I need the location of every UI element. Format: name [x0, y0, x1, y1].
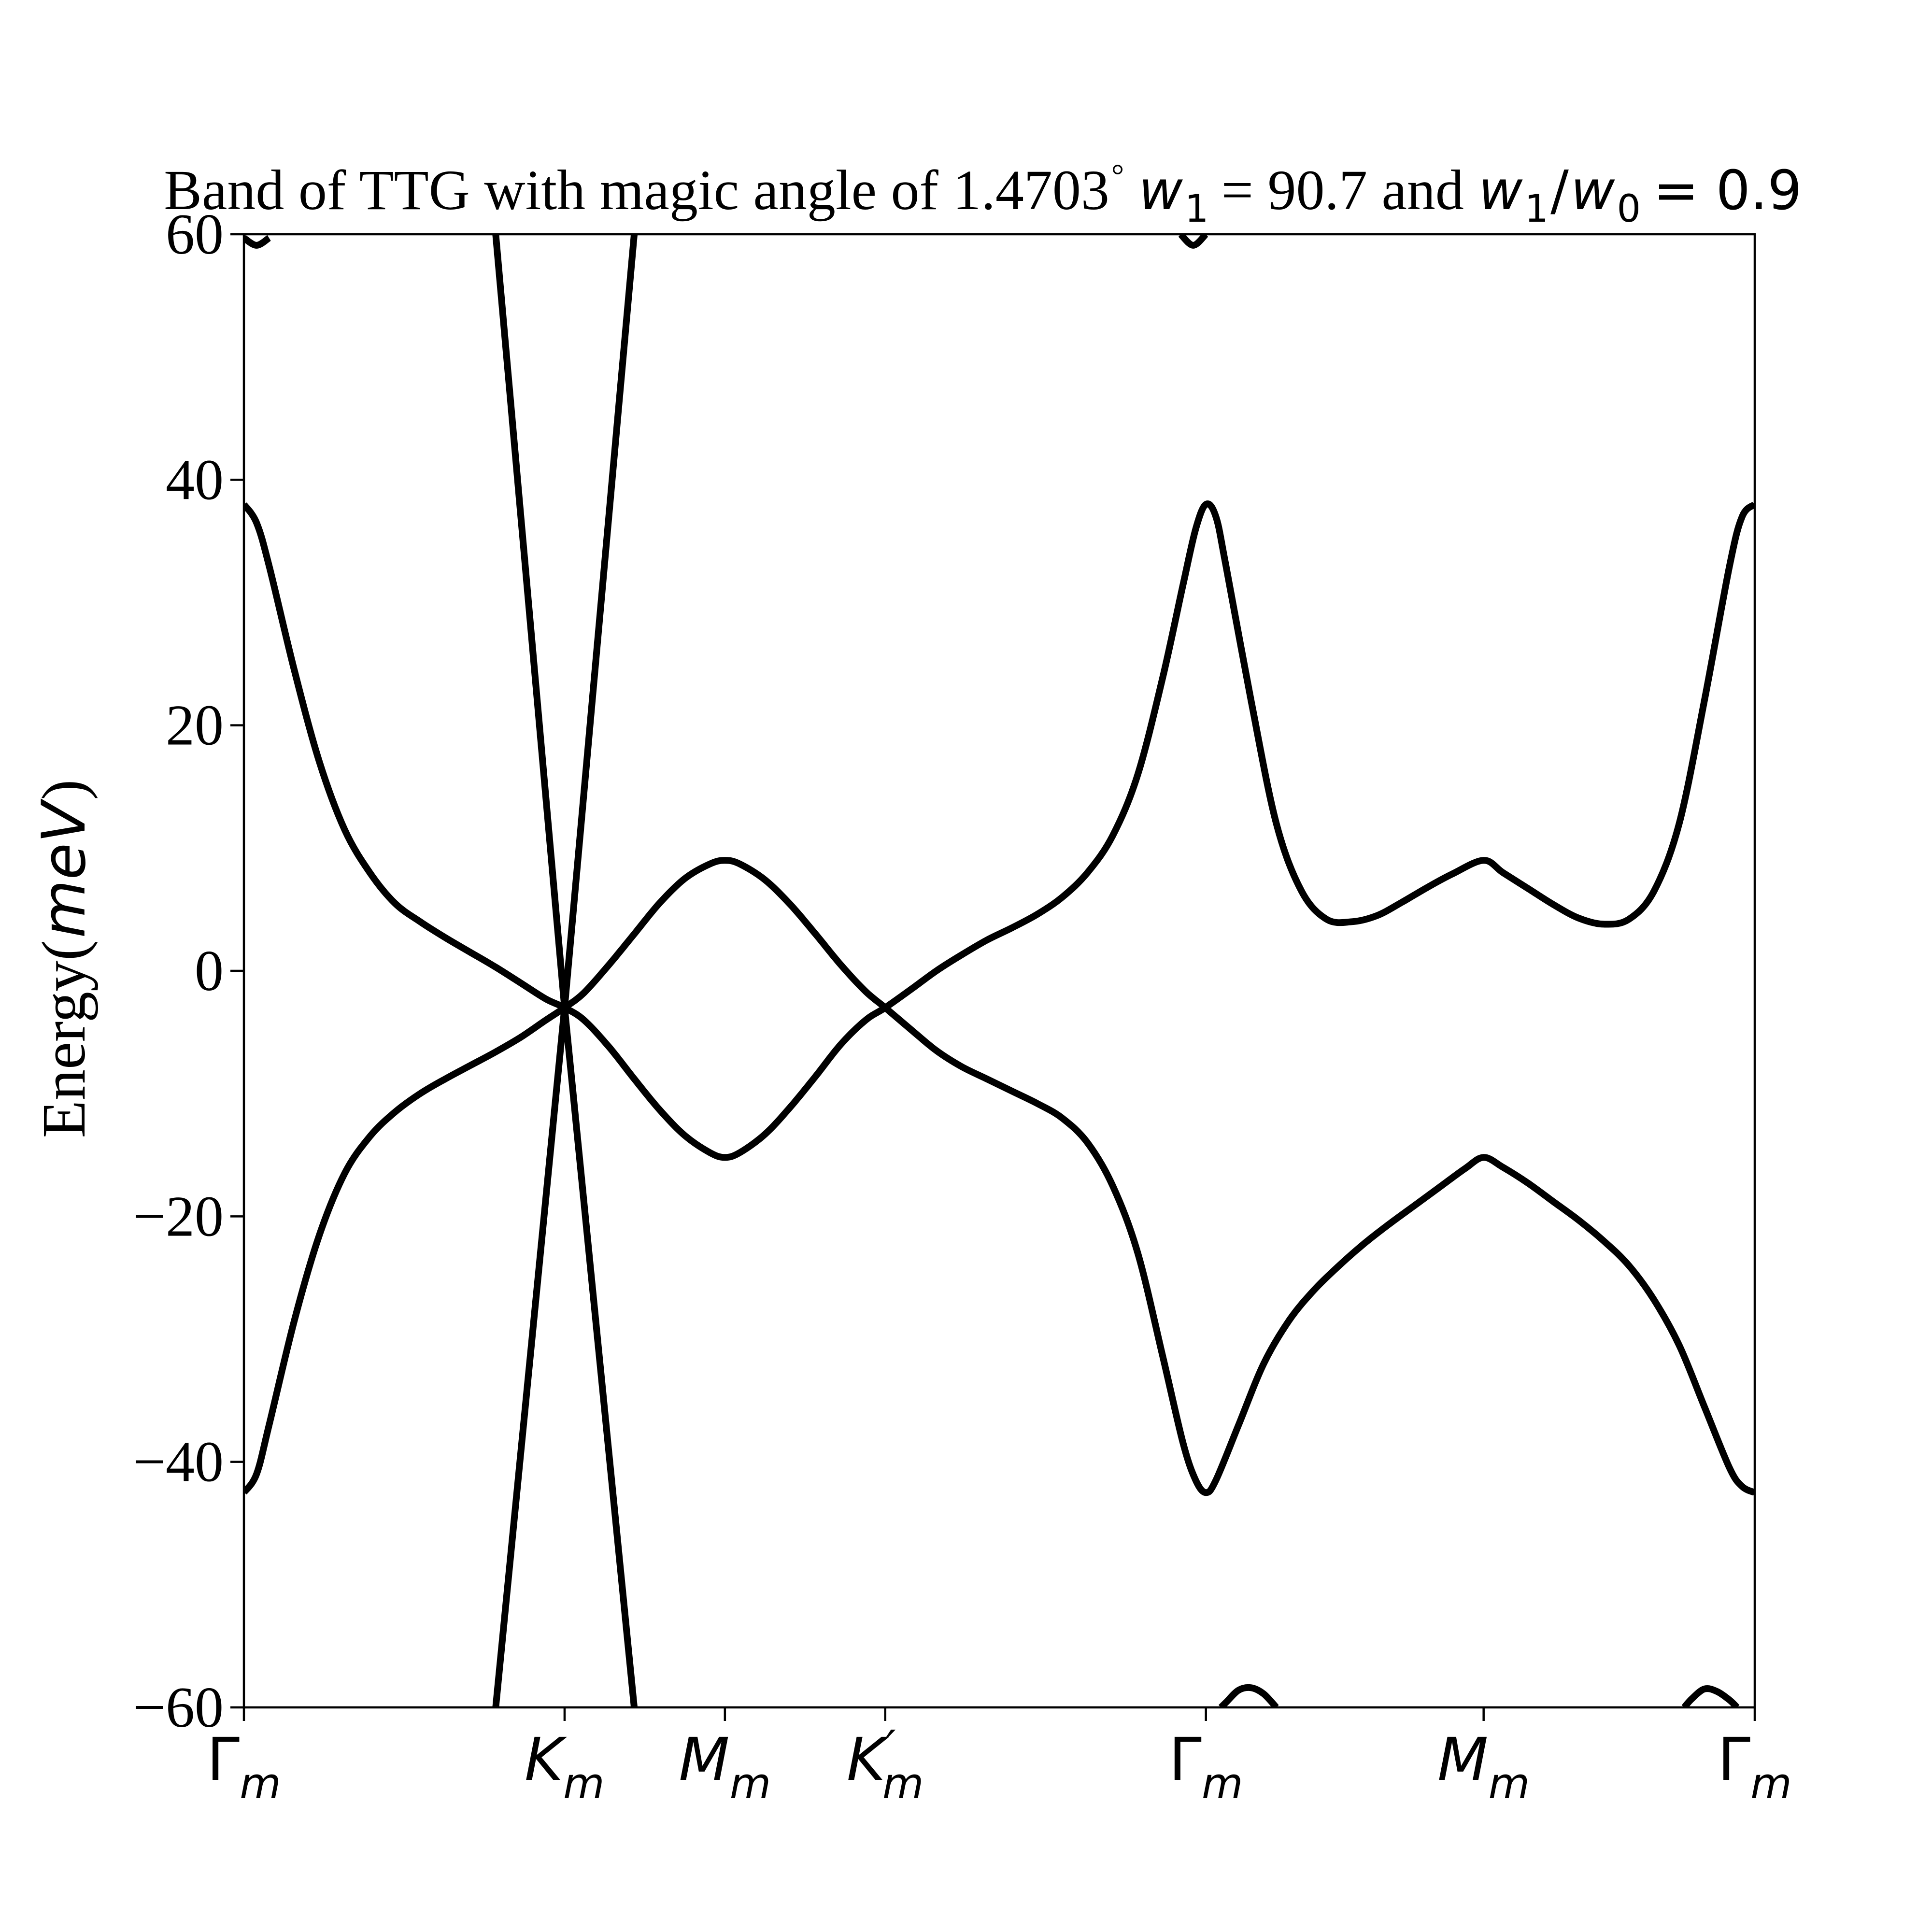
- band-line-4: [492, 234, 638, 1707]
- y-tick-label: 60: [166, 202, 224, 266]
- y-tick-label: −40: [133, 1430, 224, 1494]
- y-axis-label-text: Energy( meV ): [29, 780, 99, 1138]
- band-lines: [244, 234, 1755, 1707]
- x-tick-label: Km: [525, 1725, 605, 1808]
- x-tick-label: Γm: [1718, 1725, 1792, 1808]
- y-tick-label: −60: [133, 1675, 224, 1739]
- band-line-2: [244, 857, 1755, 1496]
- plot-frame: [242, 233, 1756, 1709]
- title-ratio-num-symbol: w: [1478, 159, 1523, 222]
- y-ticks: −60 −40 −20 0 20 40 60: [133, 202, 244, 1739]
- title-w1-subscript: 1: [1185, 187, 1209, 231]
- title-ratio-slash: /: [1550, 159, 1569, 222]
- y-tick-label: −20: [133, 1184, 224, 1248]
- band-line-6: [1178, 234, 1208, 249]
- title-degree: °: [1111, 158, 1124, 193]
- title-ratio-den-symbol: w: [1571, 159, 1615, 222]
- chart-title: Band of TTG with magic angle of 1.4703 °…: [164, 158, 1802, 231]
- title-ratio-den-sub: 0: [1617, 187, 1641, 231]
- x-tick-label: Mm: [679, 1725, 771, 1808]
- y-axis-label-unit: meV: [29, 798, 99, 938]
- x-tick-label: Γm: [1169, 1725, 1243, 1808]
- x-tick-label: K′ m: [847, 1720, 924, 1808]
- title-middle: = 90.7 and: [1221, 158, 1463, 222]
- band-line-8: [1681, 1685, 1740, 1707]
- title-ratio-num-sub: 1: [1525, 187, 1549, 231]
- band-line-7: [1218, 1684, 1279, 1707]
- x-tick-label: Γm: [207, 1725, 281, 1808]
- x-tick-label: Mm: [1437, 1725, 1530, 1808]
- y-tick-label: 0: [195, 938, 224, 1003]
- x-ticks: Γm Km Mm K′ m Γm Mm Γm: [207, 1707, 1792, 1808]
- y-axis-label: Energy( meV ): [29, 780, 99, 1138]
- title-ratio-value: = 0.9: [1653, 159, 1802, 222]
- band-line-1: [244, 500, 1755, 1161]
- band-line-5: [244, 235, 271, 249]
- title-w1-symbol: w: [1138, 159, 1183, 222]
- y-tick-label: 20: [166, 693, 224, 757]
- title-prefix: Band of TTG with magic angle of 1.4703: [164, 158, 1109, 222]
- chart-title-text: Band of TTG with magic angle of 1.4703 °…: [164, 158, 1802, 231]
- y-tick-label: 40: [166, 447, 224, 511]
- y-axis-label-prefix: Energy(: [29, 940, 98, 1138]
- y-axis-label-suffix: ): [29, 780, 98, 800]
